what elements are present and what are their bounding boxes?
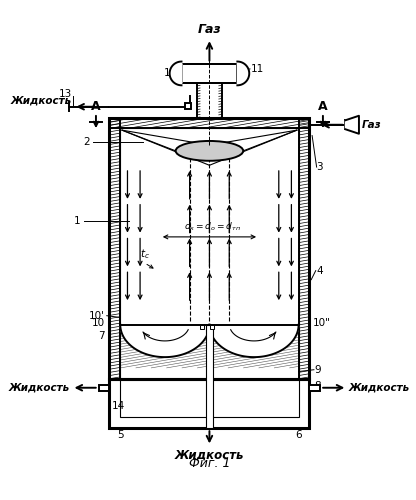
Bar [200,324,205,329]
Text: $d_к = d_о = d_{тп}$: $d_к = d_о = d_{тп}$ [183,221,240,234]
Text: 7: 7 [98,330,105,340]
Bar [120,378,299,418]
Text: Жидкость: Жидкость [349,382,410,392]
Text: 9: 9 [314,364,321,374]
Bar [109,118,310,378]
Text: 1: 1 [74,216,81,226]
Polygon shape [345,116,359,134]
Polygon shape [170,62,181,86]
Polygon shape [120,324,209,357]
Bar [120,128,299,378]
Text: 10: 10 [92,318,105,328]
Text: 5: 5 [117,430,124,440]
Text: 10': 10' [89,310,105,320]
Text: 10": 10" [313,318,331,328]
Text: Газ: Газ [198,24,221,36]
Text: А: А [318,100,328,113]
Text: 4: 4 [317,266,323,276]
Bar [181,64,238,84]
Text: 11: 11 [251,64,264,74]
Bar [299,118,310,378]
Polygon shape [238,62,249,86]
Text: Жидкость: Жидкость [10,96,72,106]
Bar [109,118,120,378]
Text: А: А [91,100,101,113]
Text: Жидкость: Жидкость [175,449,244,462]
Polygon shape [209,324,299,357]
Text: 2: 2 [83,137,90,147]
Text: 13: 13 [58,89,72,99]
Text: Газ: Газ [362,120,381,130]
Text: 14: 14 [112,401,125,411]
Text: Жидкость: Жидкость [9,382,70,392]
Ellipse shape [176,141,243,161]
Bar [310,384,320,391]
Bar [99,384,109,391]
Text: 3: 3 [317,162,323,172]
Bar [197,84,222,117]
Bar [210,324,214,329]
Bar [206,324,213,428]
Text: 12: 12 [164,68,177,78]
Text: 8: 8 [314,381,321,391]
Text: Фиг. 1: Фиг. 1 [189,457,230,470]
Text: 6: 6 [295,430,302,440]
Bar [185,103,191,110]
Bar [109,378,310,428]
Bar [181,64,238,84]
Bar [109,118,310,128]
Bar [109,378,310,428]
Text: $t_c$: $t_c$ [140,248,150,261]
